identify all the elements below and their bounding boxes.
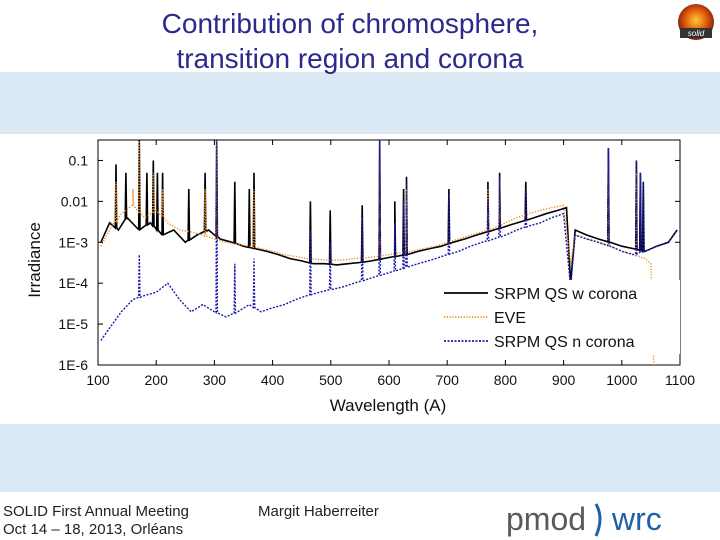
- y-tick-label-3: 1E-4: [58, 275, 88, 291]
- legend-label-2: SRPM QS n corona: [494, 334, 635, 351]
- x-tick-label-1: 200: [145, 372, 169, 388]
- y-tick-label-0: 0.1: [69, 152, 89, 168]
- pmod-wrc-logo: pmod wrc: [506, 501, 662, 537]
- x-tick-label-2: 300: [203, 372, 227, 388]
- wrc-logo-text: wrc: [611, 501, 662, 537]
- y-axis-label: Irradiance: [25, 222, 44, 298]
- x-tick-label-6: 700: [436, 372, 460, 388]
- slide-title: Contribution of chromosphere, transition…: [90, 6, 610, 76]
- x-tick-label-7: 800: [494, 372, 518, 388]
- y-tick-label-5: 1E-6: [58, 357, 88, 373]
- chart-legend: SRPM QS w corona EVE SRPM QS n corona: [438, 280, 680, 354]
- x-tick-label-5: 600: [377, 372, 401, 388]
- x-tick-label-10: 1100: [665, 372, 695, 388]
- x-axis-label: Wavelength (A): [330, 396, 447, 415]
- series-line-2: [100, 139, 678, 341]
- series-line-0: [100, 139, 678, 284]
- author-name: Margit Haberreiter: [258, 503, 379, 520]
- title-line-2: transition region and corona: [176, 43, 524, 74]
- meeting-info: SOLID First Annual Meeting Oct 14 – 18, …: [3, 503, 189, 539]
- legend-label-0: SRPM QS w corona: [494, 286, 637, 303]
- x-tick-label-3: 400: [261, 372, 285, 388]
- x-tick-label-0: 100: [86, 372, 110, 388]
- title-line-1: Contribution of chromosphere,: [161, 8, 539, 39]
- logo-divider-icon: [594, 503, 602, 537]
- pmod-logo-text: pmod: [506, 501, 586, 537]
- meeting-dates: Oct 14 – 18, 2013, Orléans: [3, 521, 184, 538]
- x-tick-label-8: 900: [552, 372, 576, 388]
- y-tick-label-1: 0.01: [61, 193, 88, 209]
- legend-label-1: EVE: [494, 310, 526, 327]
- solid-logo-banner: [680, 28, 712, 38]
- y-tick-label-2: 1E-3: [58, 234, 88, 250]
- y-tick-label-4: 1E-5: [58, 316, 88, 332]
- top-band: [0, 72, 720, 134]
- solid-logo: solid: [678, 4, 714, 40]
- x-tick-label-4: 500: [319, 372, 343, 388]
- solid-logo-text: solid: [688, 29, 705, 38]
- x-tick-label-9: 1000: [606, 372, 637, 388]
- bottom-band: [0, 424, 720, 492]
- meeting-name: SOLID First Annual Meeting: [3, 503, 189, 520]
- irradiance-chart: 100 200 300 400 500 600 700 800 900 1000 1100 0.1 0.…: [25, 139, 695, 415]
